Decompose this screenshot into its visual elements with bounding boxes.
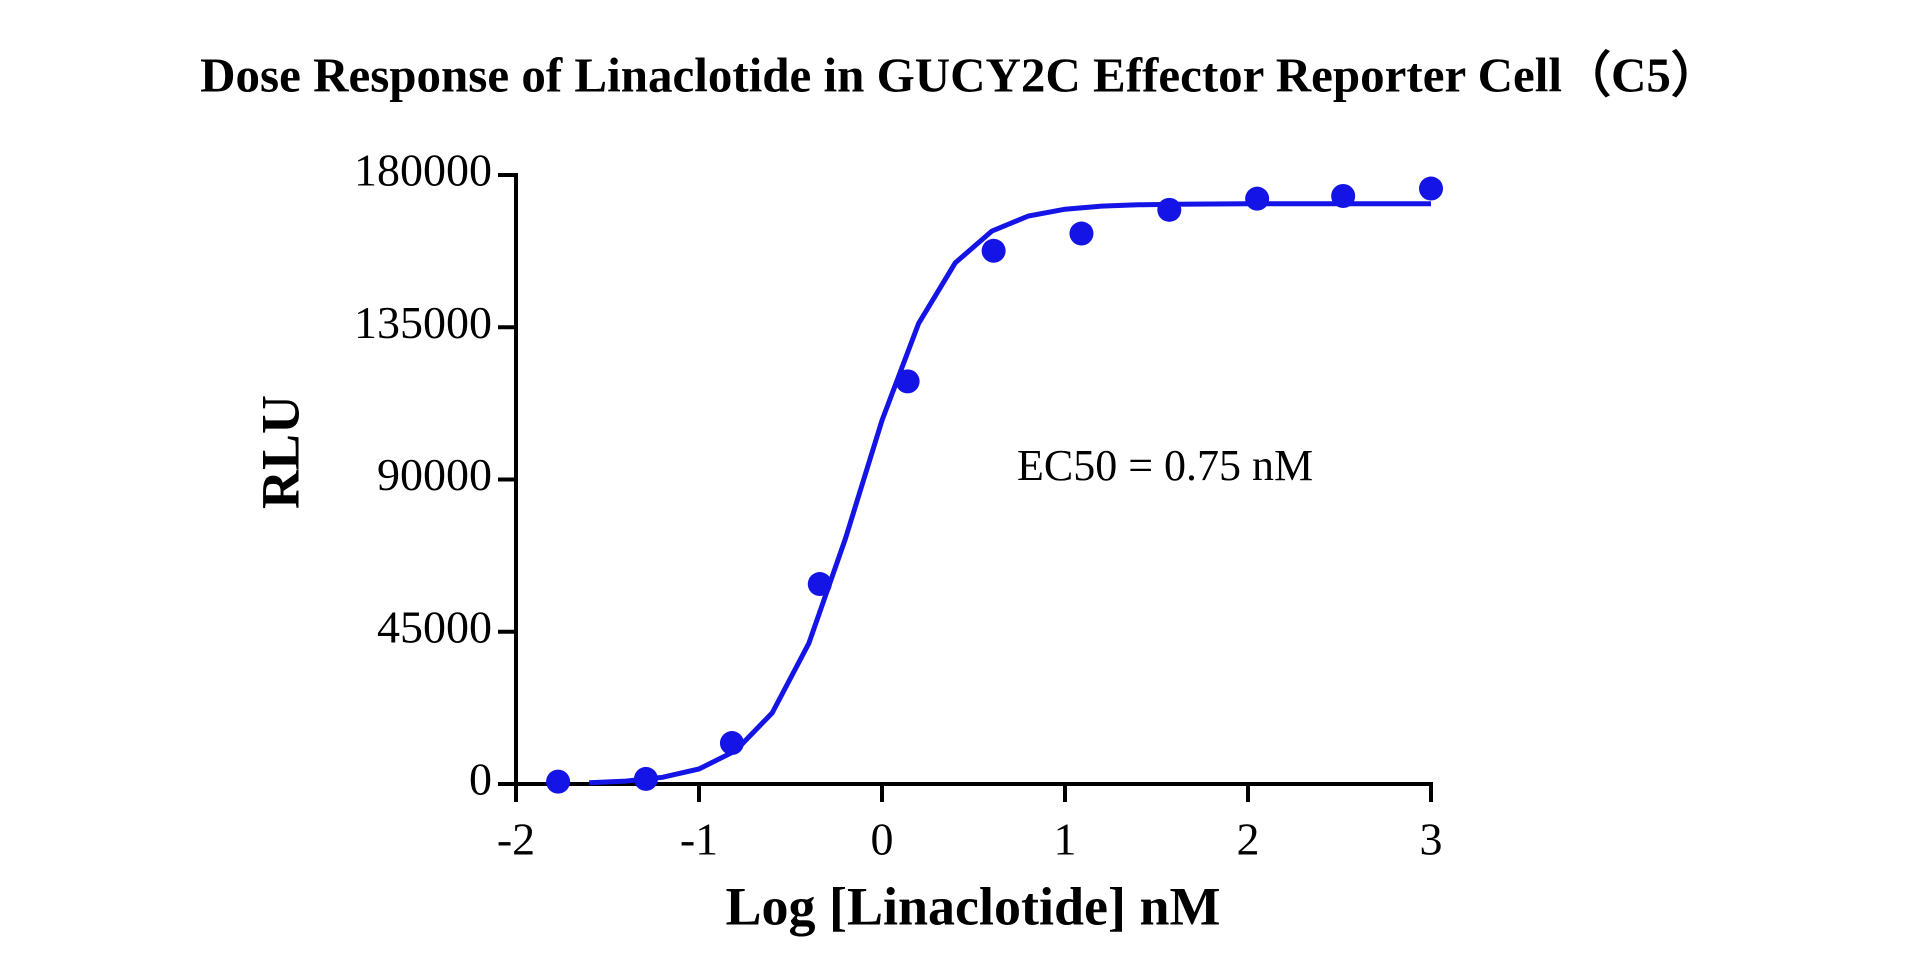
chart-title: Dose Response of Linaclotide in GUCY2C E… xyxy=(200,47,1720,102)
y-tick-label: 180000 xyxy=(354,145,492,196)
y-tick-label: 90000 xyxy=(377,449,492,500)
x-tick-label: -2 xyxy=(497,814,535,865)
data-point xyxy=(1157,197,1182,222)
data-point xyxy=(546,769,571,794)
data-point xyxy=(633,766,658,791)
data-point xyxy=(1419,176,1443,201)
data-point xyxy=(719,731,744,756)
y-tick-label: 0 xyxy=(469,754,492,805)
fit-curve xyxy=(589,201,1431,786)
x-tick-label: 3 xyxy=(1420,814,1443,865)
data-point xyxy=(807,572,832,597)
y-tick-label: 135000 xyxy=(354,297,492,348)
y-tick-label: 45000 xyxy=(377,601,492,652)
data-point xyxy=(1331,183,1356,208)
y-axis-title: RLU xyxy=(250,395,310,509)
x-tick-label: 2 xyxy=(1237,814,1260,865)
data-point xyxy=(1069,221,1094,246)
data-point xyxy=(1245,186,1270,211)
annotation: EC50 = 0.75 nM xyxy=(1017,441,1313,490)
x-axis-title: Log [Linaclotide] nM xyxy=(726,876,1221,936)
x-tick-label: 0 xyxy=(871,814,894,865)
data-point xyxy=(981,238,1006,263)
x-tick-label: -1 xyxy=(680,814,718,865)
data-point xyxy=(895,369,920,394)
x-tick-label: 1 xyxy=(1054,814,1077,865)
